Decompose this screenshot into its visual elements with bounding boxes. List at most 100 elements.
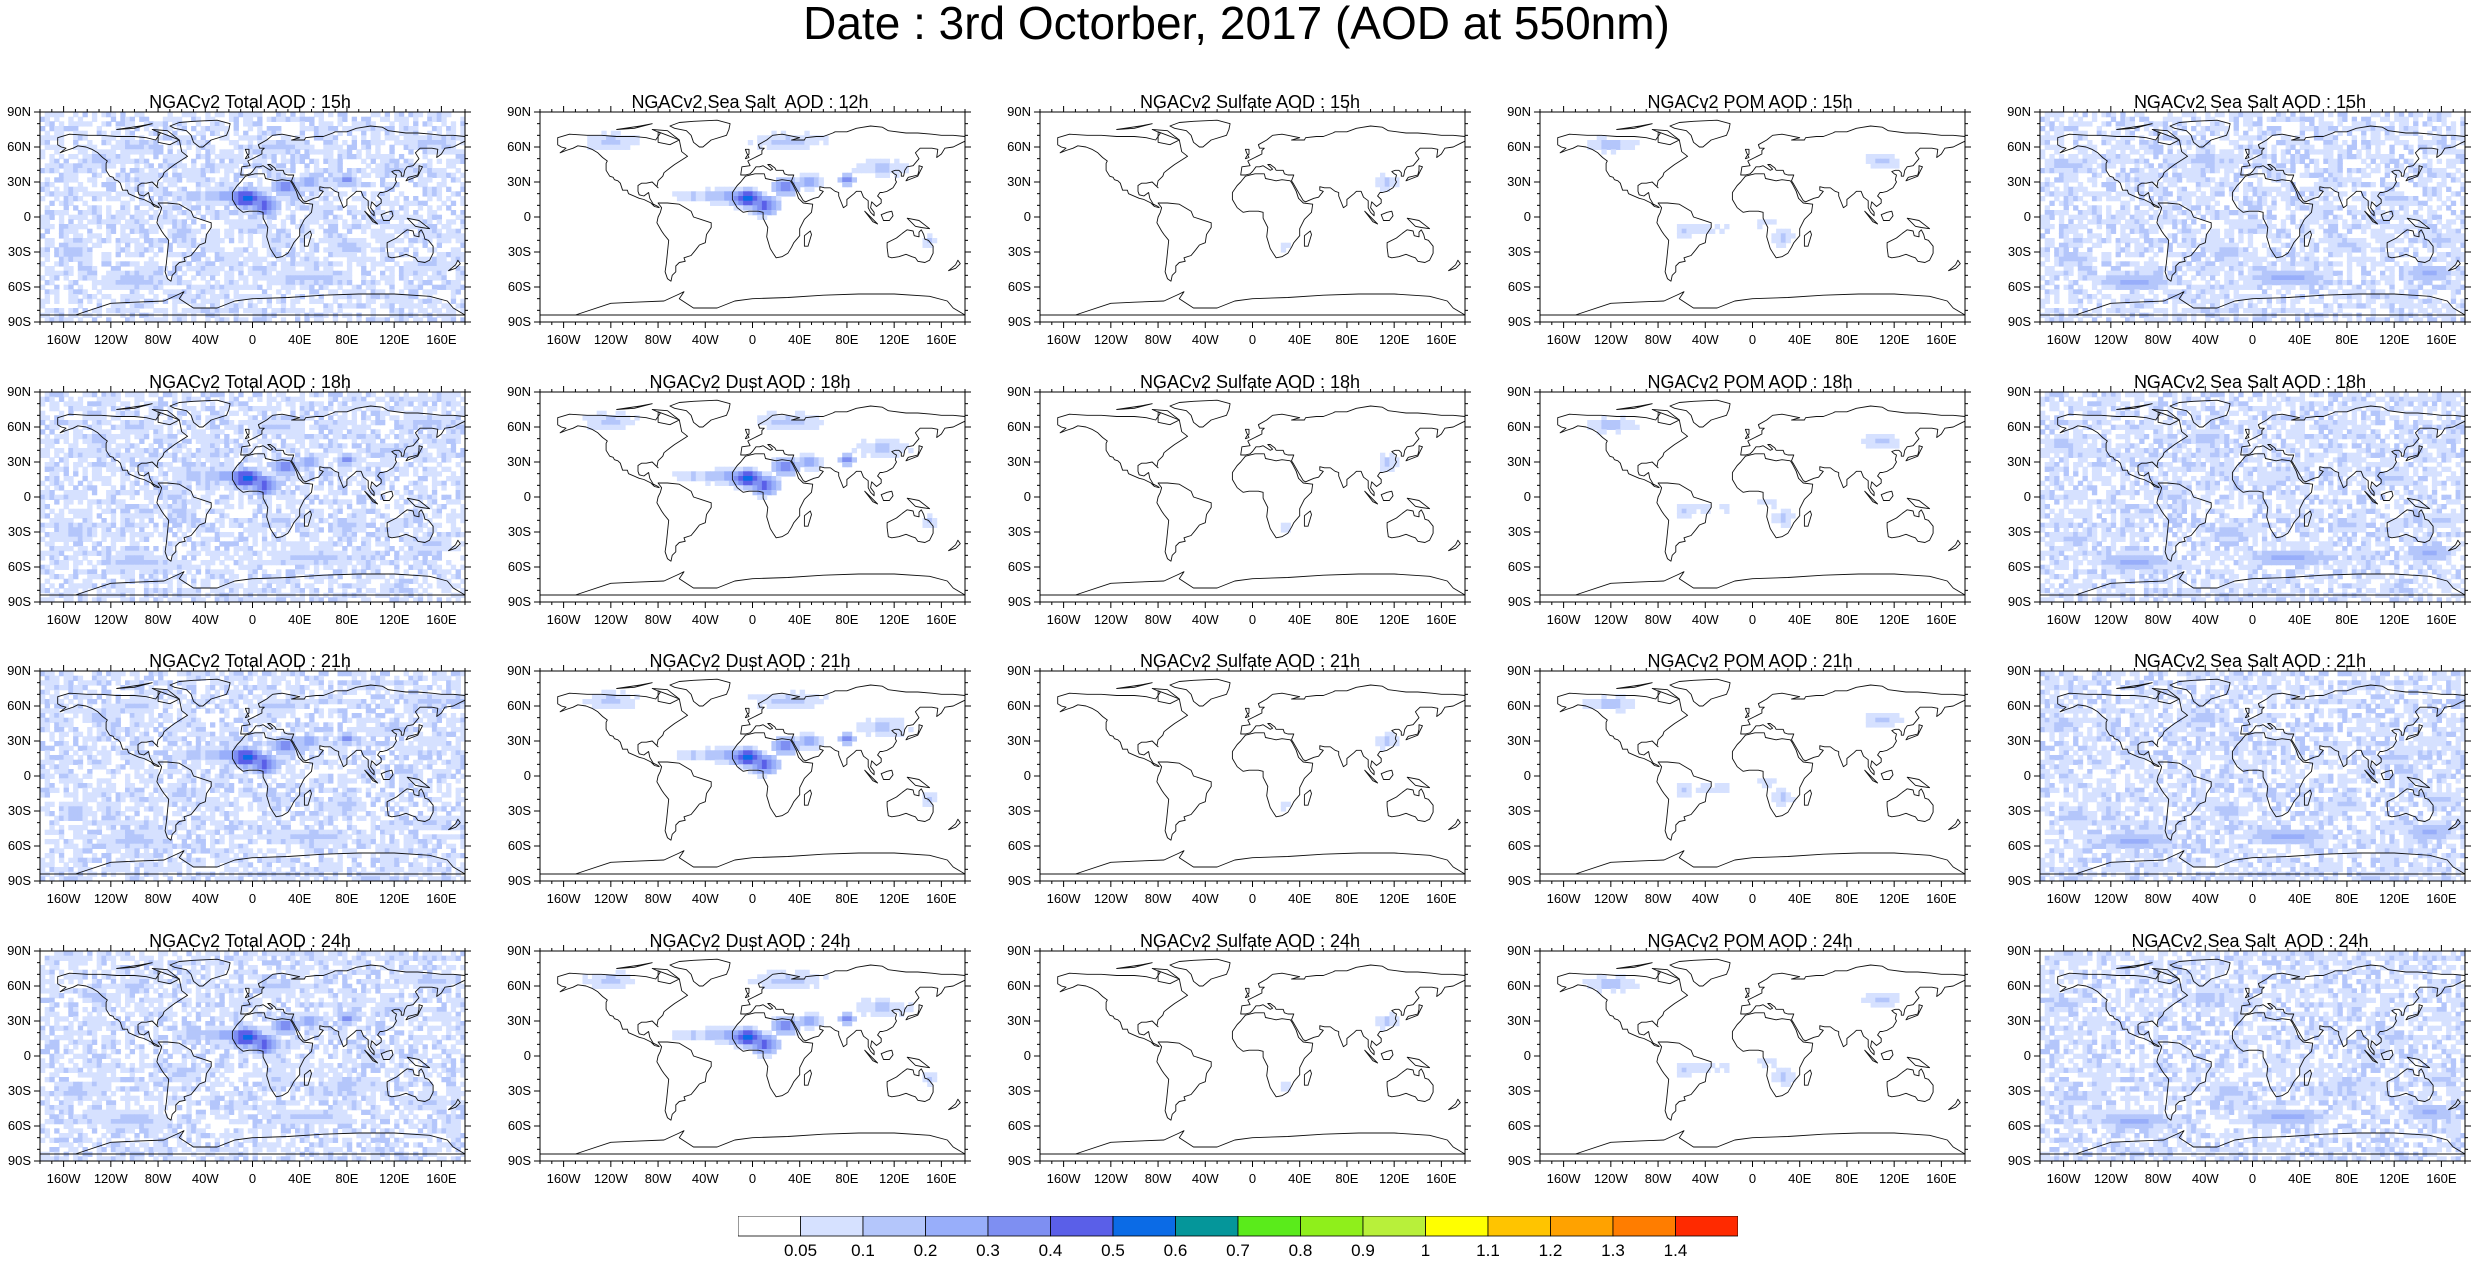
lon-tick-label: 80W: [1145, 612, 1172, 627]
lat-tick-label: 30N: [2007, 1013, 2031, 1028]
colorbar-label: 1.3: [1601, 1241, 1625, 1260]
coastlines: [1040, 400, 1465, 595]
lon-tick-label: 160E: [926, 612, 957, 627]
colorbar-swatch: [1426, 1216, 1489, 1236]
colorbar-swatch: [801, 1216, 864, 1236]
colorbar-label: 0.3: [976, 1241, 1000, 1260]
lon-tick-label: 80E: [335, 332, 358, 347]
lat-tick-label: 30N: [7, 174, 31, 189]
lat-tick-label: 90N: [1507, 943, 1531, 958]
colorbar-swatch: [1113, 1216, 1176, 1236]
lon-tick-label: 40E: [1288, 891, 1311, 906]
lon-tick-label: 80E: [835, 332, 858, 347]
aod-field: [40, 951, 466, 1162]
lat-tick-label: 30N: [7, 454, 31, 469]
lon-tick-label: 0: [2249, 891, 2256, 906]
lon-tick-label: 160W: [2047, 332, 2082, 347]
colorbar-swatch: [1051, 1216, 1114, 1236]
lon-tick-label: 160E: [1926, 1171, 1957, 1186]
lon-tick-label: 80W: [145, 891, 172, 906]
lat-tick-label: 60N: [507, 139, 531, 154]
lat-tick-label: 0: [24, 1048, 31, 1063]
lon-tick-label: 0: [1749, 1171, 1756, 1186]
lon-tick-label: 0: [249, 891, 256, 906]
lon-tick-label: 160W: [1047, 891, 1082, 906]
lon-tick-label: 120W: [1594, 612, 1629, 627]
lon-tick-label: 160E: [426, 612, 457, 627]
lon-tick-label: 120W: [94, 612, 129, 627]
lon-tick-label: 40E: [2288, 891, 2311, 906]
lon-tick-label: 40W: [692, 891, 719, 906]
lat-tick-label: 60N: [1507, 419, 1531, 434]
lon-tick-label: 40E: [2288, 332, 2311, 347]
lat-tick-label: 60S: [8, 1118, 31, 1133]
lon-tick-label: 160W: [1547, 891, 1582, 906]
lon-tick-label: 120W: [594, 1171, 629, 1186]
lon-tick-label: 40W: [192, 891, 219, 906]
lat-tick-label: 30S: [1508, 244, 1531, 259]
lon-tick-label: 160E: [426, 1171, 457, 1186]
lat-tick-label: 30N: [507, 733, 531, 748]
lat-tick-label: 60N: [7, 698, 31, 713]
lat-tick-label: 30S: [508, 524, 531, 539]
lat-tick-label: 60S: [1008, 279, 1031, 294]
lon-tick-label: 160E: [1926, 891, 1957, 906]
lat-tick-label: 30S: [1008, 1083, 1031, 1098]
lat-tick-label: 90S: [1508, 594, 1531, 609]
colorbar-swatch: [1363, 1216, 1426, 1236]
lat-tick-label: 30S: [1508, 1083, 1531, 1098]
lon-tick-label: 40W: [1692, 612, 1719, 627]
lat-tick-label: 30S: [2008, 803, 2031, 818]
lat-tick-label: 90N: [2007, 104, 2031, 119]
lat-tick-label: 30S: [8, 803, 31, 818]
lat-tick-label: 30S: [2008, 524, 2031, 539]
lat-tick-label: 90N: [1507, 663, 1531, 678]
lat-tick-label: 60S: [2008, 279, 2031, 294]
lat-tick-label: 30S: [508, 244, 531, 259]
lat-tick-label: 0: [524, 209, 531, 224]
lon-tick-label: 120E: [379, 332, 410, 347]
lon-tick-label: 160E: [926, 1171, 957, 1186]
lat-tick-label: 90S: [1008, 873, 1031, 888]
lon-tick-label: 0: [1249, 612, 1256, 627]
lon-tick-label: 120W: [594, 891, 629, 906]
lon-tick-label: 80W: [645, 1171, 672, 1186]
lon-tick-label: 80W: [145, 612, 172, 627]
lon-tick-label: 40W: [1192, 332, 1219, 347]
lat-tick-label: 90N: [2007, 384, 2031, 399]
colorbar-label: 1: [1421, 1241, 1430, 1260]
lat-tick-label: 30S: [2008, 244, 2031, 259]
lon-tick-label: 160W: [47, 891, 82, 906]
lat-tick-label: 0: [1524, 768, 1531, 783]
lon-tick-label: 0: [1249, 1171, 1256, 1186]
lat-tick-label: 60N: [1507, 698, 1531, 713]
lat-tick-label: 60N: [2007, 698, 2031, 713]
lon-tick-label: 40E: [288, 332, 311, 347]
aod-field: [40, 392, 466, 603]
lat-tick-label: 30N: [2007, 733, 2031, 748]
lat-tick-label: 60N: [7, 419, 31, 434]
colorbar-label: 1.2: [1539, 1241, 1563, 1260]
lon-tick-label: 80W: [1145, 332, 1172, 347]
lon-tick-label: 0: [1249, 332, 1256, 347]
lon-tick-label: 120E: [1379, 332, 1410, 347]
aod-field: [2040, 112, 2466, 323]
aod-field: [2040, 671, 2466, 882]
lat-tick-label: 0: [524, 1048, 531, 1063]
lon-tick-label: 40W: [2192, 612, 2219, 627]
lat-tick-label: 60S: [1508, 559, 1531, 574]
lat-tick-label: 30S: [8, 524, 31, 539]
lon-tick-label: 120W: [94, 1171, 129, 1186]
colorbar-label: 0.05: [784, 1241, 817, 1260]
lat-tick-label: 30N: [7, 733, 31, 748]
lat-tick-label: 30N: [507, 174, 531, 189]
